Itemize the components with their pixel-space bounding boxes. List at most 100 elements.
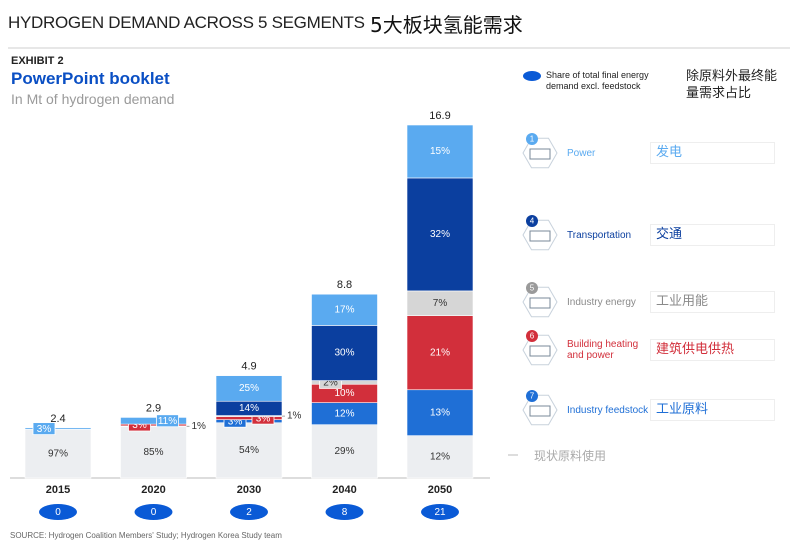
legend-icon [522, 286, 558, 318]
x-tick-label: 2050 [428, 484, 452, 496]
share-badge [134, 504, 173, 520]
x-tick-label: 2015 [46, 484, 70, 496]
segment-label-badge [156, 414, 179, 428]
segment-label: 10% [334, 388, 354, 399]
share-badge [230, 504, 268, 520]
segment-label: 11% [158, 416, 177, 427]
bar-segment [215, 375, 283, 402]
segment-label: 12% [430, 451, 450, 462]
x-tick-label: 2030 [237, 484, 261, 496]
segment-label: 3% [37, 424, 52, 435]
legend-label-cn: 工业原料 [650, 399, 775, 421]
total-label: 2.4 [50, 413, 65, 425]
share-value: 21 [434, 507, 446, 518]
legend-label: Power [567, 147, 596, 159]
legend-label-cn: 工业用能 [650, 291, 775, 313]
legend-number: 1 [530, 135, 535, 144]
x-tick-label: 2020 [141, 484, 165, 496]
bar-segment [311, 424, 378, 479]
share-badge [39, 504, 77, 520]
segment-label-badge [32, 422, 56, 436]
segment-label: 1% [192, 421, 207, 432]
share-value: 0 [55, 507, 61, 518]
header: HYDROGEN DEMAND ACROSS 5 SEGMENTS [8, 13, 365, 32]
legend-label-cn: 建筑供电供热 [650, 339, 775, 361]
legend-label: Building heating and power [567, 339, 639, 361]
share-value: 8 [342, 507, 348, 518]
share-value: 0 [151, 507, 157, 518]
x-tick-label: 2040 [332, 484, 356, 496]
legend-icon-art [529, 345, 551, 357]
legend-number-badge [526, 330, 538, 342]
legend-label: Industry energy [567, 296, 636, 308]
bar-segment [406, 435, 474, 479]
segment-label: 14% [239, 403, 259, 414]
bar-segment [311, 325, 378, 381]
share-badge [421, 504, 459, 520]
share-legend-marker [523, 71, 541, 81]
legend-icon [522, 219, 558, 251]
bar-segment [406, 389, 474, 436]
segment-label: 85% [143, 447, 163, 458]
segment-label: 29% [334, 446, 354, 457]
share-legend-cn: 除原料外最终能量需求占比 [686, 69, 778, 101]
segment-label: 17% [334, 304, 354, 315]
segment-label: 12% [334, 408, 354, 419]
legend-number-badge [526, 282, 538, 294]
segment-label: 32% [430, 229, 450, 240]
bar-segment [406, 177, 474, 292]
segment-label: 97% [48, 448, 68, 459]
bar-segment [24, 429, 92, 479]
bar-segment [215, 422, 283, 479]
legend-icon [522, 394, 558, 426]
exhibit: EXHIBIT 2 [11, 55, 64, 67]
share-badge [325, 504, 364, 520]
segment-label: 1% [287, 411, 302, 422]
segment-label: 21% [430, 347, 450, 358]
chart-title: PowerPoint booklet [11, 69, 170, 88]
bar-segment [406, 315, 474, 391]
share-value: 2 [246, 507, 252, 518]
segment-label: 54% [239, 445, 259, 456]
legend-icon-art [529, 230, 551, 242]
legend-label: Transportation [567, 229, 632, 241]
bar-segment [24, 427, 92, 430]
segment-label: 3% [132, 420, 147, 431]
bar-segment [406, 124, 474, 179]
legend-label-cn: 发电 [650, 142, 775, 164]
legend-icon [522, 334, 558, 366]
share-legend: Share of total final energy demand excl.… [546, 70, 649, 91]
bar-segment [406, 290, 474, 316]
total-label: 4.9 [241, 361, 256, 373]
segment-label: 30% [334, 348, 354, 359]
total-label: 2.9 [146, 402, 161, 414]
segment-label: 25% [239, 383, 259, 394]
legend-number-badge [526, 215, 538, 227]
segment-label: 3% [256, 413, 271, 424]
segment-label: 13% [430, 407, 450, 418]
segment-label: 15% [430, 146, 450, 157]
segment-label: 7% [433, 298, 448, 309]
legend-label-cn: 现状原料使用 [534, 449, 607, 463]
bar-segment [120, 417, 187, 425]
total-label: 16.9 [429, 110, 450, 122]
bar-segment [120, 426, 187, 479]
legend-label: Industry feedstock [567, 404, 649, 416]
legend-number-badge [526, 390, 538, 402]
legend-number: 7 [530, 392, 535, 401]
legend-icon [522, 137, 558, 169]
legend-number: 6 [530, 332, 535, 341]
legend-label-cn: 交通 [650, 224, 775, 246]
legend-icon-art [529, 405, 551, 417]
segment-label: 2% [323, 378, 338, 389]
source: SOURCE: Hydrogen Coalition Members' Stud… [10, 531, 282, 540]
legend-number: 5 [530, 284, 535, 293]
legend-icon-art [529, 148, 551, 160]
legend-icon-art [529, 297, 551, 309]
legend-number-badge [526, 133, 538, 145]
total-label: 8.8 [337, 279, 352, 291]
bar-segment [311, 293, 378, 326]
chart-subtitle: In Mt of hydrogen demand [11, 91, 175, 107]
